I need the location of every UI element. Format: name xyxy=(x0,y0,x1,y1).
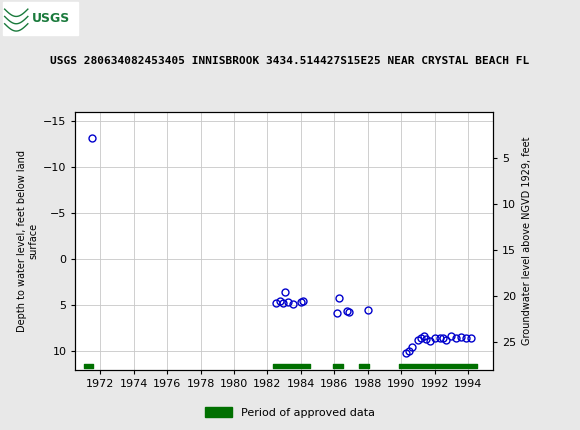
Text: USGS: USGS xyxy=(32,12,70,25)
Y-axis label: Depth to water level, feet below land
surface: Depth to water level, feet below land su… xyxy=(17,150,39,332)
Text: USGS 280634082453405 INNISBROOK 3434.514427S15E25 NEAR CRYSTAL BEACH FL: USGS 280634082453405 INNISBROOK 3434.514… xyxy=(50,56,530,66)
Y-axis label: Groundwater level above NGVD 1929, feet: Groundwater level above NGVD 1929, feet xyxy=(521,137,532,345)
Legend: Period of approved data: Period of approved data xyxy=(200,403,380,422)
Bar xyxy=(3,2,78,35)
